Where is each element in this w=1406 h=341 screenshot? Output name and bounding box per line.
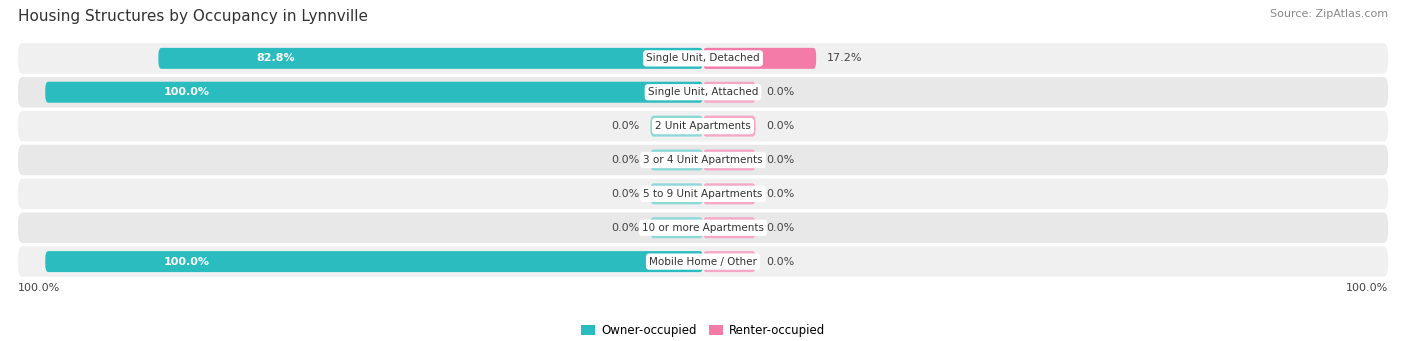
Text: 17.2%: 17.2% <box>827 53 863 63</box>
Text: 0.0%: 0.0% <box>766 121 794 131</box>
Text: 2 Unit Apartments: 2 Unit Apartments <box>655 121 751 131</box>
FancyBboxPatch shape <box>651 183 703 204</box>
Text: 0.0%: 0.0% <box>612 223 640 233</box>
Text: 0.0%: 0.0% <box>612 155 640 165</box>
FancyBboxPatch shape <box>18 179 1388 209</box>
FancyBboxPatch shape <box>18 43 1388 74</box>
FancyBboxPatch shape <box>45 82 703 103</box>
Text: Housing Structures by Occupancy in Lynnville: Housing Structures by Occupancy in Lynnv… <box>18 9 368 24</box>
FancyBboxPatch shape <box>651 149 703 170</box>
FancyBboxPatch shape <box>703 217 755 238</box>
Text: Single Unit, Detached: Single Unit, Detached <box>647 53 759 63</box>
FancyBboxPatch shape <box>45 251 703 272</box>
FancyBboxPatch shape <box>703 82 755 103</box>
Text: 100.0%: 100.0% <box>18 283 60 293</box>
FancyBboxPatch shape <box>703 251 755 272</box>
FancyBboxPatch shape <box>703 116 755 137</box>
FancyBboxPatch shape <box>703 149 755 170</box>
Text: Single Unit, Attached: Single Unit, Attached <box>648 87 758 97</box>
FancyBboxPatch shape <box>651 116 703 137</box>
Text: 100.0%: 100.0% <box>163 87 209 97</box>
Text: Source: ZipAtlas.com: Source: ZipAtlas.com <box>1270 9 1388 19</box>
Text: 0.0%: 0.0% <box>766 87 794 97</box>
Text: 0.0%: 0.0% <box>766 256 794 267</box>
Text: 0.0%: 0.0% <box>766 223 794 233</box>
FancyBboxPatch shape <box>18 77 1388 107</box>
Text: 0.0%: 0.0% <box>766 189 794 199</box>
FancyBboxPatch shape <box>18 212 1388 243</box>
Text: 3 or 4 Unit Apartments: 3 or 4 Unit Apartments <box>643 155 763 165</box>
Text: 0.0%: 0.0% <box>766 155 794 165</box>
FancyBboxPatch shape <box>651 217 703 238</box>
FancyBboxPatch shape <box>703 183 755 204</box>
Text: 0.0%: 0.0% <box>612 121 640 131</box>
Text: 5 to 9 Unit Apartments: 5 to 9 Unit Apartments <box>644 189 762 199</box>
FancyBboxPatch shape <box>159 48 703 69</box>
FancyBboxPatch shape <box>18 145 1388 175</box>
FancyBboxPatch shape <box>18 111 1388 142</box>
FancyBboxPatch shape <box>703 48 815 69</box>
Text: 100.0%: 100.0% <box>163 256 209 267</box>
Text: 82.8%: 82.8% <box>256 53 295 63</box>
Text: 10 or more Apartments: 10 or more Apartments <box>643 223 763 233</box>
Text: 0.0%: 0.0% <box>612 189 640 199</box>
FancyBboxPatch shape <box>18 246 1388 277</box>
Text: Mobile Home / Other: Mobile Home / Other <box>650 256 756 267</box>
Legend: Owner-occupied, Renter-occupied: Owner-occupied, Renter-occupied <box>576 320 830 341</box>
Text: 100.0%: 100.0% <box>1346 283 1388 293</box>
